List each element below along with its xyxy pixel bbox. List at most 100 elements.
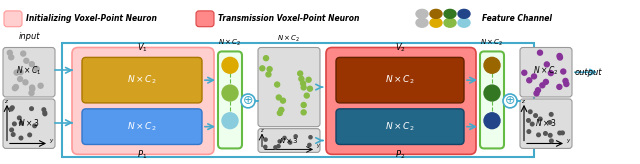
- Circle shape: [35, 66, 39, 71]
- Circle shape: [527, 130, 531, 133]
- Circle shape: [241, 94, 255, 108]
- Circle shape: [277, 111, 282, 115]
- Circle shape: [289, 141, 292, 144]
- Circle shape: [503, 94, 517, 108]
- FancyBboxPatch shape: [258, 129, 320, 152]
- Circle shape: [275, 82, 280, 87]
- Circle shape: [7, 50, 12, 55]
- Text: $N\times 3$: $N\times 3$: [535, 117, 557, 128]
- Text: $\oplus$: $\oplus$: [504, 94, 516, 107]
- Circle shape: [42, 108, 45, 111]
- Text: $N\times 3$: $N\times 3$: [19, 117, 40, 128]
- Circle shape: [222, 113, 238, 129]
- Circle shape: [18, 70, 23, 75]
- Circle shape: [532, 74, 536, 79]
- Circle shape: [38, 83, 43, 88]
- Text: output: output: [575, 68, 602, 77]
- Circle shape: [527, 78, 532, 83]
- Circle shape: [564, 82, 569, 86]
- Circle shape: [543, 132, 547, 135]
- Bar: [62, 42, 534, 157]
- Circle shape: [222, 85, 238, 101]
- Circle shape: [540, 83, 545, 88]
- Circle shape: [9, 55, 13, 60]
- Circle shape: [301, 110, 306, 115]
- Text: $N\times C_2$: $N\times C_2$: [127, 74, 157, 86]
- Circle shape: [280, 98, 285, 103]
- Circle shape: [28, 133, 31, 137]
- Circle shape: [522, 70, 527, 75]
- Text: $P_1$: $P_1$: [137, 148, 147, 161]
- Text: $N\times C_2$: $N\times C_2$: [385, 120, 415, 133]
- Circle shape: [543, 79, 548, 84]
- Text: y: y: [49, 137, 52, 143]
- Ellipse shape: [458, 18, 470, 27]
- FancyBboxPatch shape: [520, 48, 572, 97]
- Circle shape: [10, 128, 13, 132]
- FancyBboxPatch shape: [258, 48, 320, 127]
- Circle shape: [23, 80, 28, 85]
- Text: $N\times C_2$: $N\times C_2$: [533, 64, 559, 76]
- Circle shape: [304, 93, 309, 98]
- Circle shape: [222, 57, 238, 73]
- Circle shape: [13, 122, 16, 126]
- Circle shape: [561, 69, 566, 74]
- Circle shape: [283, 136, 286, 140]
- Text: $N\times C_2$: $N\times C_2$: [218, 38, 242, 49]
- Circle shape: [550, 139, 553, 143]
- Circle shape: [276, 95, 282, 100]
- Circle shape: [557, 84, 562, 89]
- Circle shape: [266, 72, 271, 77]
- Circle shape: [18, 77, 22, 82]
- Text: $N\times C_2$: $N\times C_2$: [277, 33, 301, 43]
- FancyBboxPatch shape: [520, 99, 572, 148]
- Text: y: y: [316, 144, 319, 148]
- Circle shape: [29, 62, 35, 67]
- Circle shape: [557, 53, 562, 58]
- Circle shape: [309, 136, 312, 139]
- Circle shape: [538, 117, 542, 121]
- Circle shape: [299, 76, 304, 81]
- Ellipse shape: [444, 9, 456, 18]
- Circle shape: [561, 131, 564, 135]
- Circle shape: [10, 107, 13, 111]
- Text: y: y: [566, 137, 569, 143]
- Circle shape: [527, 119, 531, 122]
- Text: input: input: [19, 31, 40, 41]
- FancyBboxPatch shape: [82, 109, 202, 144]
- Circle shape: [274, 146, 277, 149]
- Circle shape: [534, 114, 538, 117]
- Circle shape: [484, 85, 500, 101]
- Circle shape: [12, 86, 17, 91]
- Circle shape: [308, 143, 311, 147]
- Circle shape: [19, 121, 23, 125]
- Text: $N\times C_2$: $N\times C_2$: [385, 74, 415, 86]
- Circle shape: [538, 50, 543, 55]
- Circle shape: [548, 71, 554, 76]
- Circle shape: [534, 91, 539, 96]
- Circle shape: [529, 110, 532, 113]
- Circle shape: [19, 136, 23, 140]
- Text: z: z: [4, 99, 7, 104]
- FancyBboxPatch shape: [3, 99, 55, 148]
- FancyBboxPatch shape: [480, 51, 504, 148]
- Circle shape: [29, 85, 35, 90]
- Ellipse shape: [416, 9, 428, 18]
- FancyBboxPatch shape: [336, 109, 464, 144]
- Circle shape: [267, 67, 272, 72]
- Circle shape: [301, 81, 305, 86]
- Text: $\oplus$: $\oplus$: [243, 94, 253, 107]
- FancyBboxPatch shape: [336, 57, 464, 103]
- Circle shape: [29, 107, 33, 110]
- Text: $N\times C_2$: $N\times C_2$: [481, 38, 504, 49]
- Circle shape: [545, 62, 549, 67]
- Ellipse shape: [430, 18, 442, 27]
- Text: z: z: [260, 128, 262, 133]
- Circle shape: [306, 77, 311, 82]
- Circle shape: [12, 133, 15, 136]
- FancyBboxPatch shape: [3, 48, 55, 97]
- Circle shape: [29, 86, 35, 91]
- Text: $V_2$: $V_2$: [394, 42, 406, 54]
- Text: Transmission Voxel-Point Neuron: Transmission Voxel-Point Neuron: [218, 14, 360, 23]
- FancyBboxPatch shape: [4, 11, 22, 27]
